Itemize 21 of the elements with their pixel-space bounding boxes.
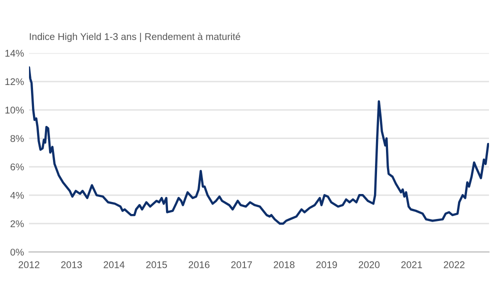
x-tick-label: 2019 — [316, 261, 337, 268]
x-tick-label: 2018 — [274, 261, 294, 268]
x-tick-label: 2013 — [61, 261, 82, 268]
x-tick-label: 2021 — [401, 261, 422, 268]
chart-title: Indice High Yield 1-3 ans | Rendement à maturité — [30, 32, 240, 42]
x-tick-label: 2014 — [104, 261, 125, 268]
y-tick-label: 14% — [5, 50, 24, 57]
y-tick-label: 12% — [5, 78, 24, 86]
x-tick-label: 2022 — [444, 261, 464, 268]
y-tick-label: 0% — [10, 248, 24, 256]
x-tick-label: 2017 — [231, 261, 252, 268]
line-series — [29, 66, 489, 225]
x-tick-label: 2020 — [358, 261, 380, 268]
y-tick-label: 8% — [10, 135, 24, 142]
y-tick-label: 4% — [10, 192, 24, 199]
y-tick-label: 6% — [10, 163, 24, 170]
x-tick-label: 2012 — [18, 261, 40, 268]
x-tick-label: 2015 — [146, 261, 167, 268]
x-tick-label: 2016 — [188, 261, 210, 268]
y-tick-label: 10% — [5, 106, 24, 114]
y-tick-label: 2% — [10, 220, 24, 228]
